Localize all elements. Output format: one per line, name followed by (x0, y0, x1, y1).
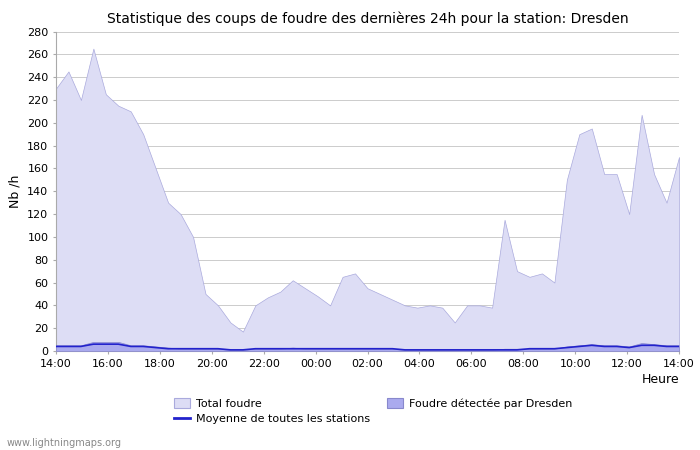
Text: Heure: Heure (641, 374, 679, 387)
Y-axis label: Nb /h: Nb /h (8, 175, 22, 208)
Text: www.lightningmaps.org: www.lightningmaps.org (7, 438, 122, 448)
Title: Statistique des coups de foudre des dernières 24h pour la station: Dresden: Statistique des coups de foudre des dern… (106, 12, 629, 26)
Legend: Total foudre, Moyenne de toutes les stations, Foudre détectée par Dresden: Total foudre, Moyenne de toutes les stat… (174, 398, 573, 424)
